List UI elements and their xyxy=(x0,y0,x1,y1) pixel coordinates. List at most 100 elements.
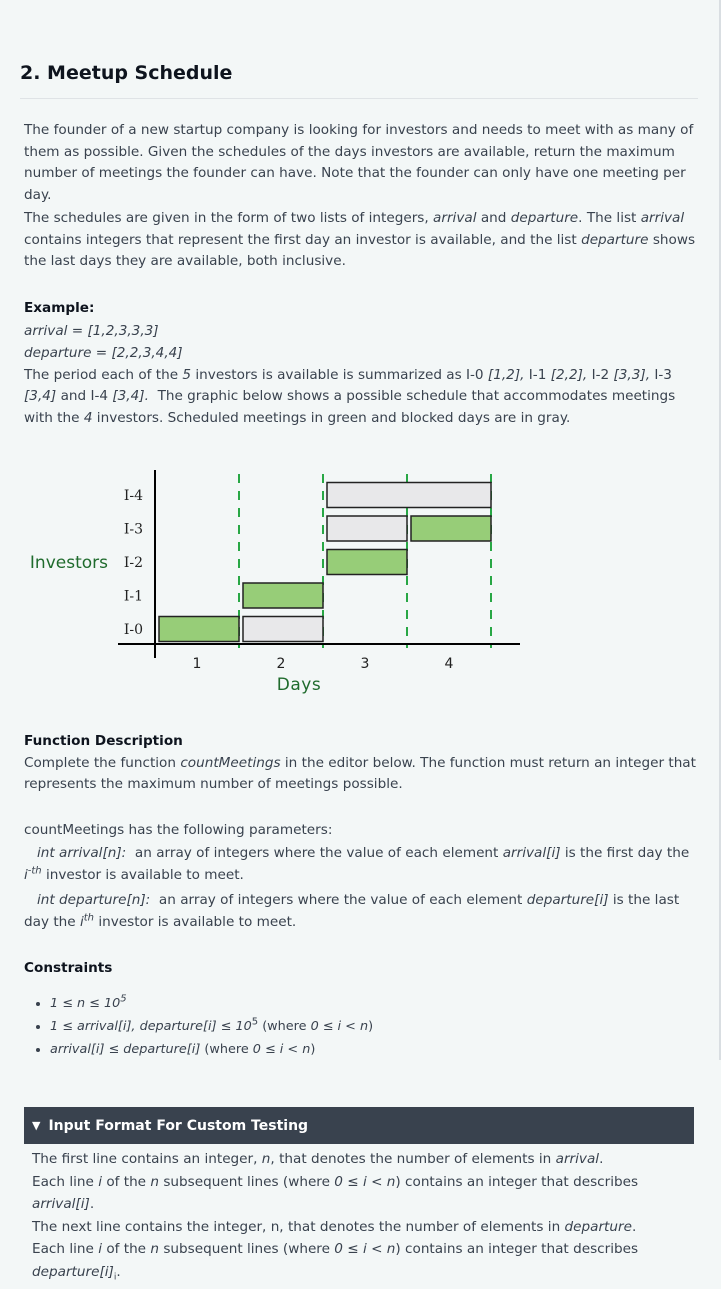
text: . The list xyxy=(578,210,637,226)
input-line-4: Each line i of the n subsequent lines (w… xyxy=(32,1238,692,1289)
range: [3,4]. xyxy=(112,388,149,404)
investor-tick-label: I-4 xyxy=(124,488,143,504)
superscript: th xyxy=(83,912,95,924)
range: [1,2], xyxy=(487,366,525,383)
example-arrival: arrival = [1,2,3,3,3] xyxy=(24,322,159,339)
text: ) xyxy=(310,1041,316,1057)
y-axis-title: Investors xyxy=(30,553,108,573)
schedule-chart: I-0 I-1 I-2 I-3 I-4 1 2 3 4 Investors Days xyxy=(24,462,524,702)
text: is the first day the xyxy=(564,844,690,861)
range: [2,2], xyxy=(550,366,588,383)
intro-text-1: The founder of a new startup company is … xyxy=(24,122,694,203)
text: ) xyxy=(368,1018,374,1034)
text: (where xyxy=(262,1018,307,1034)
var: i xyxy=(98,1241,102,1257)
text: The next line contains the integer, n, t… xyxy=(32,1218,561,1235)
example-section: Example: arrival = [1,2,3,3,3] departure… xyxy=(24,297,696,429)
term: departure[i] xyxy=(32,1263,114,1280)
text: shows the last days they are available, … xyxy=(24,231,696,270)
term: departure xyxy=(564,1218,632,1235)
input-line-2: Each line i of the n subsequent lines (w… xyxy=(32,1171,692,1216)
var: i xyxy=(24,867,28,883)
bar-i-0-blocked xyxy=(242,615,324,643)
text: and I-4 xyxy=(60,388,109,404)
example-departure: departure = [2,2,3,4,4] xyxy=(24,345,183,361)
constraints-heading: Constraints xyxy=(24,960,113,976)
param-departure: int departure[n]: an array of integers w… xyxy=(24,889,696,934)
text: I-1 xyxy=(528,366,547,383)
investor-tick-label: I-3 xyxy=(124,522,143,538)
investor-tick-label: I-0 xyxy=(124,622,143,638)
intro-text-2: The schedules are given in the form of t… xyxy=(24,208,696,273)
term: arrival xyxy=(555,1151,600,1167)
var: n xyxy=(150,1173,159,1190)
text: and xyxy=(480,210,507,226)
title-divider xyxy=(20,98,698,99)
text: The schedules are given in the form of t… xyxy=(24,210,429,226)
day-tick-label: 3 xyxy=(361,656,370,672)
text: an array of integers where the value of … xyxy=(134,844,499,861)
text: . xyxy=(89,1196,95,1212)
range: [3,4] xyxy=(24,388,57,404)
day-tick-label: 2 xyxy=(277,656,286,672)
scrollbar-track[interactable] xyxy=(719,0,721,1060)
day-tick-label: 1 xyxy=(193,656,202,672)
function-name: countMeetings xyxy=(180,754,281,771)
text: subsequent lines (where xyxy=(163,1241,330,1257)
text: investor is available to meet. xyxy=(98,914,297,930)
text: of the xyxy=(106,1173,147,1190)
text: contains integers that represent the fir… xyxy=(24,231,577,248)
bar-i-1-scheduled xyxy=(242,582,324,609)
text: Each line xyxy=(32,1173,94,1190)
value: 4 xyxy=(83,409,93,426)
bar-i-2-scheduled xyxy=(326,548,408,576)
intro-paragraph-1: The founder of a new startup company is … xyxy=(24,120,696,206)
text: investor is available to meet. xyxy=(45,867,244,883)
text: The graphic below shows a possible sched… xyxy=(24,388,676,426)
text: . xyxy=(599,1151,604,1167)
text: The period each of the xyxy=(24,366,179,383)
superscript: 5 xyxy=(251,1016,259,1028)
text: an array of integers where the value of … xyxy=(158,891,523,908)
bar-i-4-blocked xyxy=(326,481,492,509)
text: ) contains an integer that describes xyxy=(395,1173,639,1190)
example-explanation: The period each of the 5 investors is av… xyxy=(24,365,696,430)
text: (where xyxy=(204,1041,249,1057)
param-name: int departure[n]: xyxy=(36,891,151,908)
text: I-2 xyxy=(591,366,610,383)
constraint-item: 1 ≤ n ≤ 105 xyxy=(50,992,696,1015)
page-title: 2. Meetup Schedule xyxy=(20,62,233,84)
constraint-expr: 1 ≤ arrival[i], departure[i] ≤ 10 xyxy=(50,1018,252,1034)
schedule-chart-svg: I-0 I-1 I-2 I-3 I-4 1 2 3 4 Investors Days xyxy=(30,470,520,695)
x-axis-title: Days xyxy=(277,675,321,695)
text: investors. Scheduled meetings in green a… xyxy=(96,409,571,426)
superscript: -th xyxy=(27,865,42,877)
var: n xyxy=(150,1241,159,1257)
bar-i-3-blocked xyxy=(326,515,408,542)
range: [3,3], xyxy=(613,366,651,383)
term-departure: departure xyxy=(581,231,649,248)
function-description: Function Description Complete the functi… xyxy=(24,731,696,796)
bar-i-0-scheduled xyxy=(158,615,240,643)
custom-testing-toggle[interactable]: ▼ Input Format For Custom Testing xyxy=(24,1107,694,1144)
text: , that denotes the number of elements in xyxy=(270,1151,552,1167)
parameters-section: countMeetings has the following paramete… xyxy=(24,819,696,934)
parameters-intro: countMeetings has the following paramete… xyxy=(24,822,333,838)
term: departure[i] xyxy=(526,891,609,908)
range: 0 ≤ i < n xyxy=(334,1173,396,1190)
param-name: int arrival[n]: xyxy=(36,844,127,861)
investor-tick-label: I-1 xyxy=(124,589,143,605)
text: . xyxy=(116,1263,121,1280)
term: arrival[i] xyxy=(32,1196,90,1212)
text: Complete the function xyxy=(24,754,176,771)
constraint-item: 1 ≤ arrival[i], departure[i] ≤ 105 (wher… xyxy=(50,1015,696,1038)
var: n xyxy=(261,1151,271,1167)
constraints-list: 1 ≤ n ≤ 105 1 ≤ arrival[i], departure[i]… xyxy=(24,992,696,1061)
text: The first line contains an integer, xyxy=(32,1151,258,1167)
constraint-expr: 1 ≤ n ≤ 10 xyxy=(50,995,121,1011)
range: 0 ≤ i < n xyxy=(334,1241,396,1257)
constraints-section: Constraints 1 ≤ n ≤ 105 1 ≤ arrival[i], … xyxy=(24,958,696,1061)
value: 5 xyxy=(182,366,192,383)
custom-testing-header: Input Format For Custom Testing xyxy=(48,1117,309,1134)
constraint-expr: arrival[i] ≤ departure[i] xyxy=(50,1041,201,1057)
